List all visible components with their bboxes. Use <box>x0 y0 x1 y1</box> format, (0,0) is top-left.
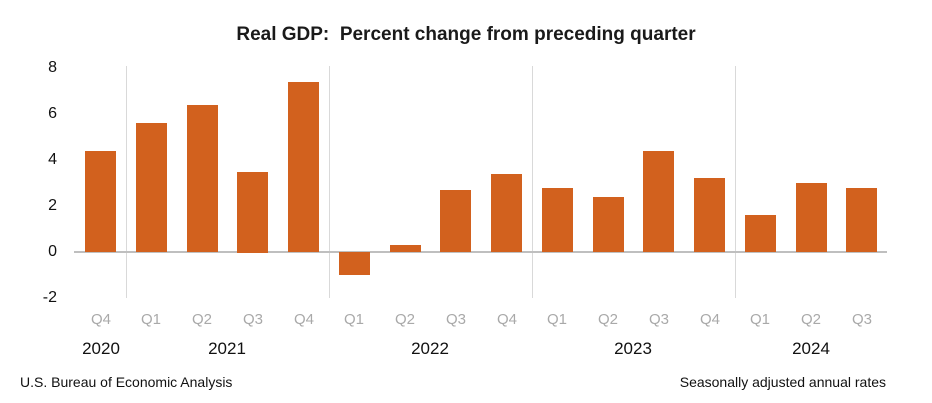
bar-2022-q3 <box>440 190 471 252</box>
year-separator-line <box>735 66 736 298</box>
quarter-label: Q1 <box>749 311 770 328</box>
bar-2023-q4 <box>694 178 725 252</box>
bar-2021-q2 <box>187 105 218 252</box>
bar-2023-q3 <box>643 151 674 252</box>
year-label-2024: 2024 <box>792 339 830 358</box>
y-tick-label: 8 <box>48 59 57 76</box>
quarter-label: Q4 <box>699 311 720 328</box>
bar-2023-q2 <box>593 197 624 252</box>
bar-2022-q1 <box>339 252 370 275</box>
seasonal-adjustment-note: Seasonally adjusted annual rates <box>679 374 886 390</box>
quarter-label: Q3 <box>648 311 669 328</box>
bar-2024-q3 <box>846 188 877 252</box>
y-tick-label: 4 <box>48 151 57 168</box>
bar-2022-q2 <box>390 245 421 252</box>
year-separator-line <box>532 66 533 298</box>
chart-title: Real GDP: Percent change from preceding … <box>236 24 696 45</box>
year-label-2023: 2023 <box>614 339 652 358</box>
year-separator-line <box>329 66 330 298</box>
bar-2022-q4 <box>491 174 522 252</box>
zero-axis-line <box>74 251 887 253</box>
bar-2021-q4 <box>288 82 319 252</box>
year-label-2020: 2020 <box>82 339 120 358</box>
quarter-label: Q2 <box>597 311 618 328</box>
quarter-label: Q2 <box>394 311 415 328</box>
quarter-label: Q2 <box>191 311 212 328</box>
quarter-label: Q2 <box>800 311 821 328</box>
quarter-label: Q4 <box>90 311 111 328</box>
y-tick-label: 0 <box>48 243 57 260</box>
quarter-label: Q4 <box>293 311 314 328</box>
bar-2021-q1 <box>136 123 167 252</box>
quarter-label: Q3 <box>242 311 263 328</box>
bar-2020-q4 <box>85 151 116 252</box>
y-tick-label: 2 <box>48 197 57 214</box>
y-tick-label: 6 <box>48 105 57 122</box>
quarter-label: Q3 <box>851 311 872 328</box>
quarter-label: Q1 <box>343 311 364 328</box>
year-separator-line <box>126 66 127 298</box>
bar-2024-q1 <box>745 215 776 252</box>
quarter-label: Q4 <box>496 311 517 328</box>
year-label-2021: 2021 <box>208 339 246 358</box>
y-tick-label: -2 <box>42 289 57 306</box>
year-label-2022: 2022 <box>411 339 449 358</box>
quarter-label: Q1 <box>546 311 567 328</box>
bar-2023-q1 <box>542 188 573 252</box>
quarter-label: Q1 <box>140 311 161 328</box>
bar-2024-q2 <box>796 183 827 252</box>
bar-2021-q3 <box>237 172 268 253</box>
quarter-label: Q3 <box>445 311 466 328</box>
source-attribution-text: U.S. Bureau of Economic Analysis <box>20 374 233 390</box>
